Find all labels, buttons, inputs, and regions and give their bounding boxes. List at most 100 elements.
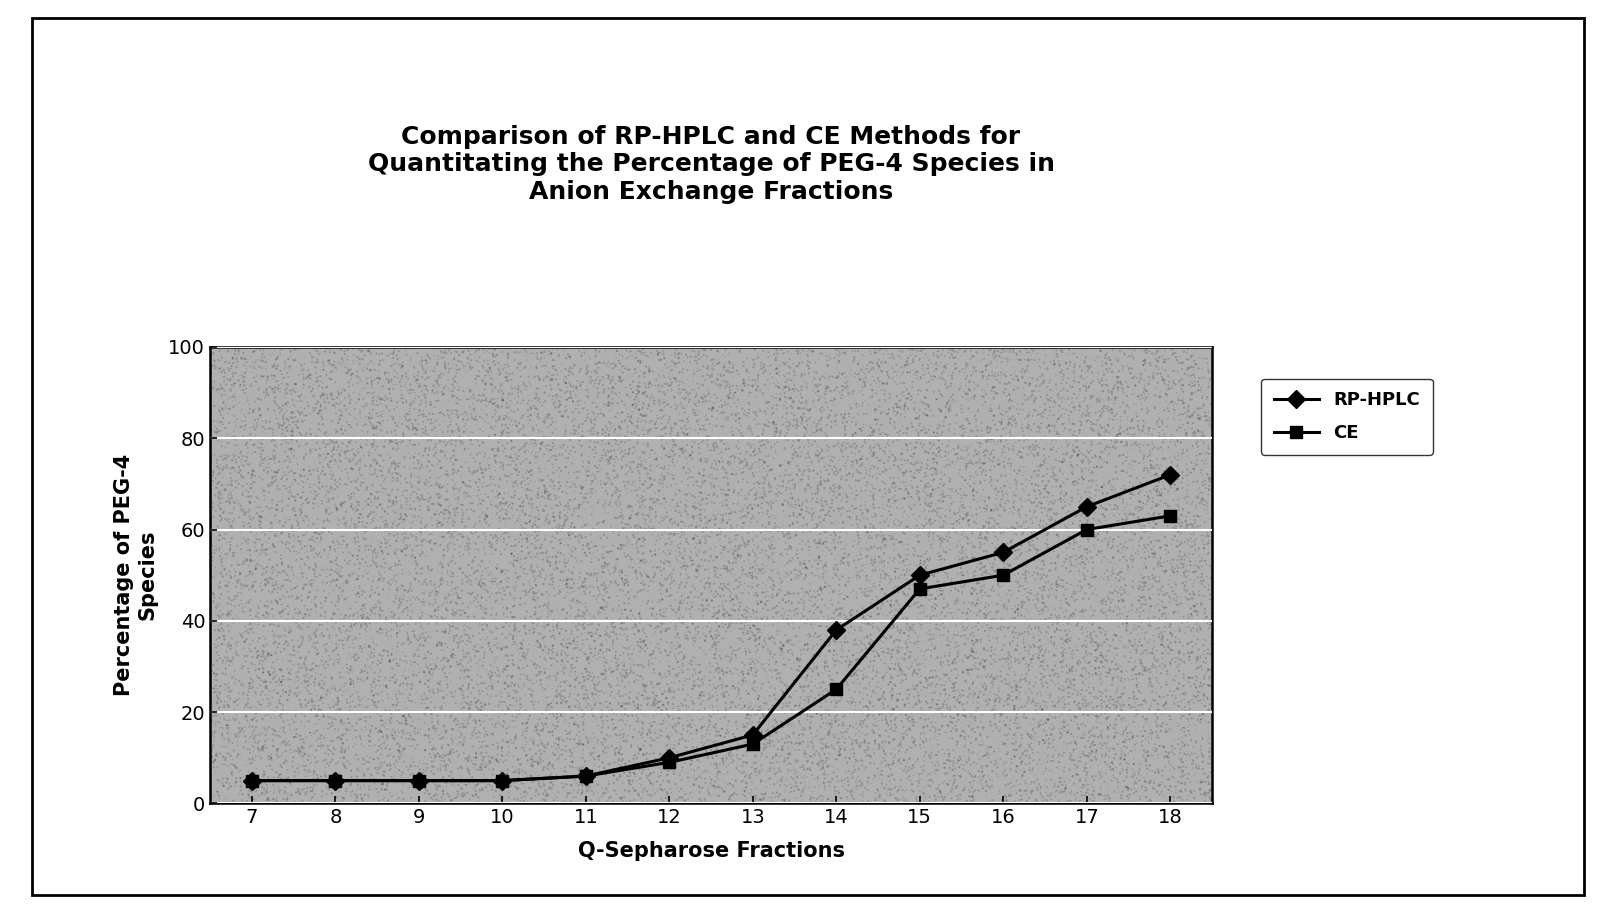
- Point: [701, 561, 727, 575]
- Point: [1149, 628, 1175, 643]
- Point: [890, 611, 916, 625]
- Point: [920, 772, 945, 787]
- Point: [798, 726, 824, 740]
- Point: [614, 633, 640, 647]
- Point: [1000, 611, 1026, 625]
- Point: [902, 681, 928, 696]
- Point: [962, 756, 987, 771]
- Point: [674, 456, 700, 471]
- Point: [473, 618, 499, 633]
- Point: [847, 421, 873, 436]
- Point: [1152, 481, 1178, 496]
- Point: [808, 477, 834, 492]
- Point: [440, 731, 465, 746]
- Point: [844, 568, 869, 582]
- Point: [947, 533, 973, 548]
- Point: [310, 629, 336, 644]
- Point: [1097, 741, 1123, 756]
- Point: [588, 735, 614, 750]
- Point: [1104, 435, 1130, 449]
- Point: [806, 536, 832, 551]
- Point: [782, 663, 808, 677]
- Point: [389, 485, 415, 499]
- Point: [992, 762, 1018, 777]
- Point: [284, 634, 310, 648]
- Point: [456, 620, 482, 635]
- Point: [865, 665, 890, 679]
- Point: [1105, 381, 1131, 395]
- Point: [386, 375, 412, 390]
- Point: [275, 596, 301, 611]
- Point: [567, 364, 593, 379]
- Point: [233, 489, 259, 504]
- Point: [522, 541, 548, 556]
- Point: [254, 499, 280, 514]
- Point: [326, 396, 352, 411]
- Point: [478, 586, 504, 601]
- Point: [808, 603, 834, 618]
- Point: [735, 438, 761, 453]
- Point: [941, 596, 966, 611]
- Point: [894, 437, 920, 452]
- Point: [417, 671, 443, 686]
- Point: [239, 613, 265, 627]
- Point: [835, 730, 861, 745]
- Point: [582, 677, 608, 691]
- Point: [722, 551, 748, 566]
- Point: [654, 361, 680, 375]
- Point: [559, 620, 585, 635]
- Point: [292, 607, 318, 622]
- Point: [532, 572, 558, 587]
- Point: [895, 421, 921, 436]
- Point: [937, 341, 963, 356]
- Point: [721, 496, 747, 510]
- Point: [1081, 460, 1107, 475]
- Point: [569, 627, 595, 642]
- Point: [223, 750, 249, 765]
- Point: [902, 470, 928, 485]
- Point: [496, 521, 522, 536]
- Point: [824, 371, 850, 385]
- Point: [368, 408, 394, 423]
- Point: [604, 555, 630, 570]
- Point: [393, 713, 419, 728]
- Point: [1044, 783, 1070, 798]
- Point: [1041, 467, 1067, 481]
- Point: [490, 394, 516, 408]
- Point: [294, 539, 320, 553]
- Point: [362, 666, 388, 680]
- Point: [1092, 422, 1118, 436]
- Point: [608, 745, 633, 760]
- Point: [1068, 555, 1094, 570]
- Point: [591, 666, 617, 680]
- Point: [1188, 433, 1214, 447]
- Point: [585, 543, 611, 558]
- Point: [499, 386, 525, 401]
- Point: [569, 605, 595, 620]
- Point: [577, 424, 603, 438]
- Point: [939, 574, 965, 589]
- Point: [326, 767, 352, 782]
- Point: [540, 397, 566, 412]
- Point: [632, 781, 658, 795]
- Point: [609, 673, 635, 687]
- Point: [520, 586, 546, 601]
- Point: [540, 728, 566, 742]
- Point: [242, 735, 268, 750]
- Point: [375, 749, 401, 763]
- Point: [275, 394, 301, 409]
- Point: [354, 672, 380, 687]
- Point: [827, 502, 853, 517]
- Point: [608, 759, 633, 773]
- Point: [276, 647, 302, 662]
- Point: [921, 789, 947, 803]
- Point: [868, 568, 894, 582]
- Point: [805, 772, 831, 787]
- Point: [236, 509, 262, 524]
- Point: [1155, 640, 1181, 655]
- Point: [320, 752, 346, 767]
- Point: [354, 376, 380, 391]
- Point: [244, 374, 270, 389]
- Point: [1084, 437, 1110, 452]
- Point: [858, 551, 884, 565]
